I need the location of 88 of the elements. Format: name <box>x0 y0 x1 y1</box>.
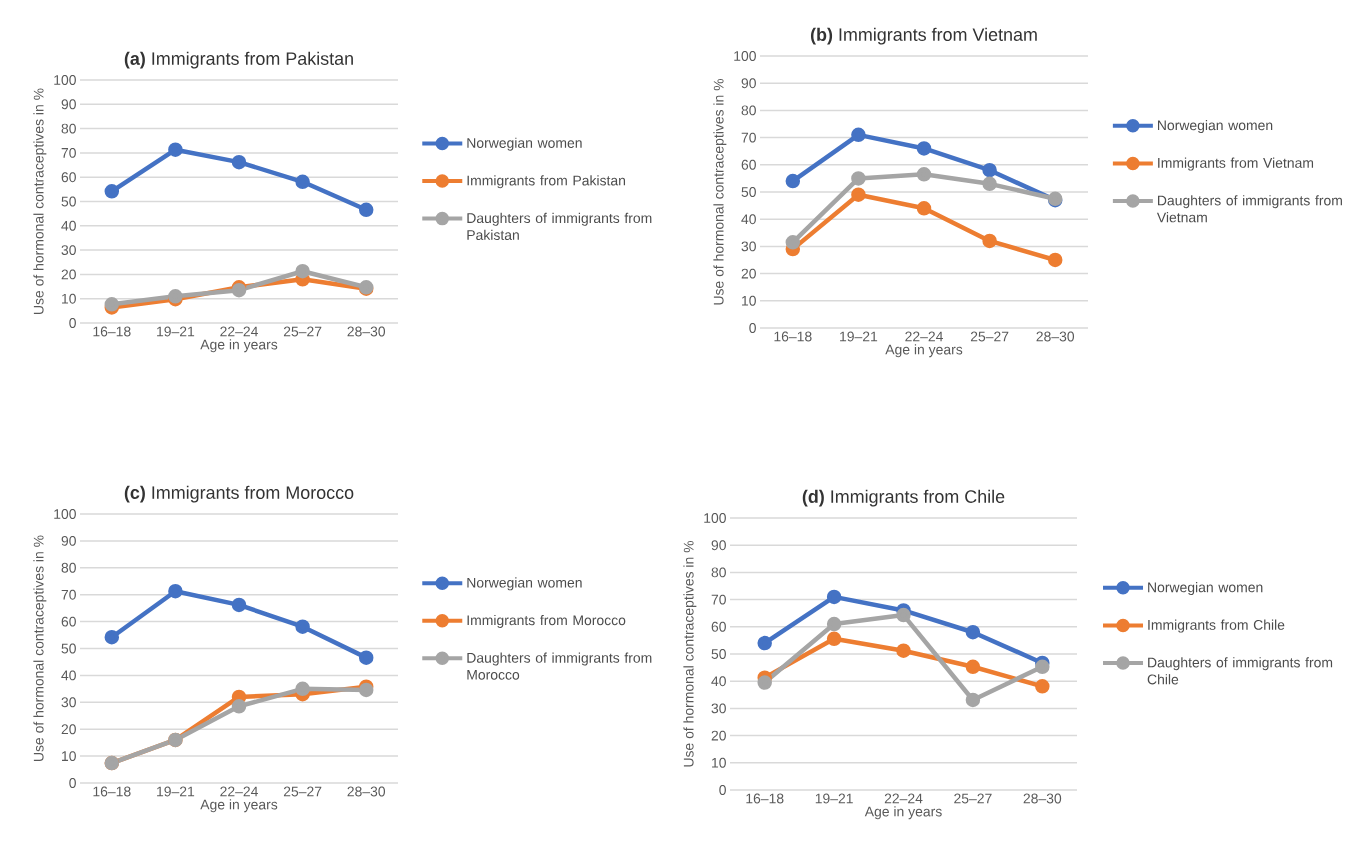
legend-label: Norwegian women <box>1148 582 1263 596</box>
y-tick-label: 20 <box>61 724 76 735</box>
x-tick-label: 16–18 <box>93 326 131 337</box>
y-tick-label: 30 <box>61 697 76 708</box>
y-tick-label: 20 <box>61 269 76 280</box>
chart-title: (c) Immigrants from Morocco <box>124 485 354 503</box>
x-tick-label: 19–21 <box>157 786 195 797</box>
legend-label: Immigrants from Morocco <box>467 614 626 628</box>
y-tick-label: 10 <box>62 293 76 304</box>
y-tick-label: 10 <box>742 295 756 306</box>
y-tick-label: 40 <box>61 220 76 231</box>
y-tick-label: 100 <box>54 75 76 85</box>
y-tick-label: 80 <box>711 567 726 578</box>
x-tick-label: 22–24 <box>220 786 258 797</box>
x-axis-title: Age in years <box>864 806 942 820</box>
y-tick-label: 0 <box>749 323 756 333</box>
y-tick-label: 70 <box>741 132 756 143</box>
y-tick-label: 60 <box>61 616 76 627</box>
x-tick-label: 28–30 <box>347 326 386 337</box>
x-tick-label: 28–30 <box>1023 793 1062 804</box>
x-tick-label: 25–27 <box>283 786 322 797</box>
y-tick-label: 40 <box>741 214 756 225</box>
y-tick-label: 90 <box>61 535 76 546</box>
legend-label: Norwegian women <box>467 137 582 151</box>
y-tick-label: 100 <box>54 509 76 519</box>
y-tick-label: 70 <box>61 147 76 158</box>
y-tick-label: 100 <box>734 51 756 61</box>
y-tick-label: 0 <box>69 318 76 328</box>
y-tick-label: 80 <box>61 562 76 573</box>
y-tick-label: 10 <box>62 751 76 762</box>
y-tick-label: 30 <box>61 245 76 256</box>
x-tick-label: 28–30 <box>1036 331 1075 342</box>
y-tick-label: 70 <box>61 589 76 600</box>
y-tick-label: 80 <box>741 105 756 116</box>
x-tick-label: 19–21 <box>840 331 878 342</box>
y-axis-title: Use of hormonal contraceptives in % <box>33 88 47 314</box>
x-tick-label: 19–21 <box>815 793 853 804</box>
y-tick-label: 50 <box>61 643 76 654</box>
y-tick-label: 0 <box>719 785 726 795</box>
legend-label: Daughters of immigrants from Pakistan <box>467 212 652 240</box>
legend-label: Daughters of immigrants from Vietnam <box>1156 195 1342 223</box>
legend-label: Immigrants from Chile <box>1148 619 1285 633</box>
x-tick-label: 25–27 <box>954 793 992 804</box>
x-axis-title: Age in years <box>200 799 278 813</box>
y-tick-label: 30 <box>741 241 756 252</box>
y-tick-label: 30 <box>711 703 726 714</box>
y-tick-label: 20 <box>711 730 726 741</box>
x-tick-label: 22–24 <box>905 331 943 342</box>
x-tick-label: 16–18 <box>93 786 131 797</box>
y-tick-label: 70 <box>711 594 726 605</box>
chart-title: (d) Immigrants from Chile <box>802 489 1005 507</box>
x-tick-label: 16–18 <box>746 793 784 804</box>
y-tick-label: 80 <box>61 123 76 134</box>
x-axis-title: Age in years <box>200 339 278 353</box>
legend-label: Norwegian women <box>1158 120 1273 134</box>
y-tick-label: 10 <box>712 757 726 768</box>
legend-label: Immigrants from Pakistan <box>467 175 626 189</box>
y-tick-label: 0 <box>69 778 76 788</box>
x-axis-title: Age in years <box>885 344 963 358</box>
y-tick-label: 50 <box>711 649 726 659</box>
x-tick-label: 28–30 <box>347 786 386 797</box>
x-tick-label: 19–21 <box>157 326 195 337</box>
y-tick-label: 90 <box>61 99 76 110</box>
legend-label: Norwegian women <box>467 577 582 591</box>
chart-title: (b) Immigrants from Vietnam <box>810 27 1037 45</box>
x-tick-label: 16–18 <box>774 331 812 342</box>
y-axis-title: Use of hormonal contraceptives in % <box>683 540 697 767</box>
y-tick-label: 60 <box>61 172 76 183</box>
x-tick-label: 25–27 <box>283 326 322 337</box>
y-tick-label: 60 <box>711 621 726 632</box>
y-tick-label: 90 <box>711 540 726 551</box>
y-tick-label: 60 <box>741 159 756 170</box>
legend-label: Daughters of immigrants from Morocco <box>467 652 652 680</box>
y-tick-label: 20 <box>741 268 756 279</box>
y-tick-label: 90 <box>741 78 756 89</box>
x-tick-label: 22–24 <box>220 326 258 337</box>
legend-label: Immigrants from Vietnam <box>1158 157 1314 171</box>
chart-title: (a) Immigrants from Pakistan <box>124 51 353 69</box>
y-tick-label: 100 <box>704 513 726 523</box>
y-tick-label: 40 <box>711 676 726 687</box>
y-axis-title: Use of hormonal contraceptives in % <box>33 535 47 761</box>
y-axis-title: Use of hormonal contraceptives in % <box>713 78 727 305</box>
legend-label: Daughters of immigrants from Chile <box>1147 657 1333 685</box>
y-tick-label: 50 <box>61 196 76 207</box>
x-tick-label: 22–24 <box>884 793 923 804</box>
y-tick-label: 40 <box>61 670 76 681</box>
x-tick-label: 25–27 <box>970 331 1009 342</box>
y-tick-label: 50 <box>741 187 756 197</box>
